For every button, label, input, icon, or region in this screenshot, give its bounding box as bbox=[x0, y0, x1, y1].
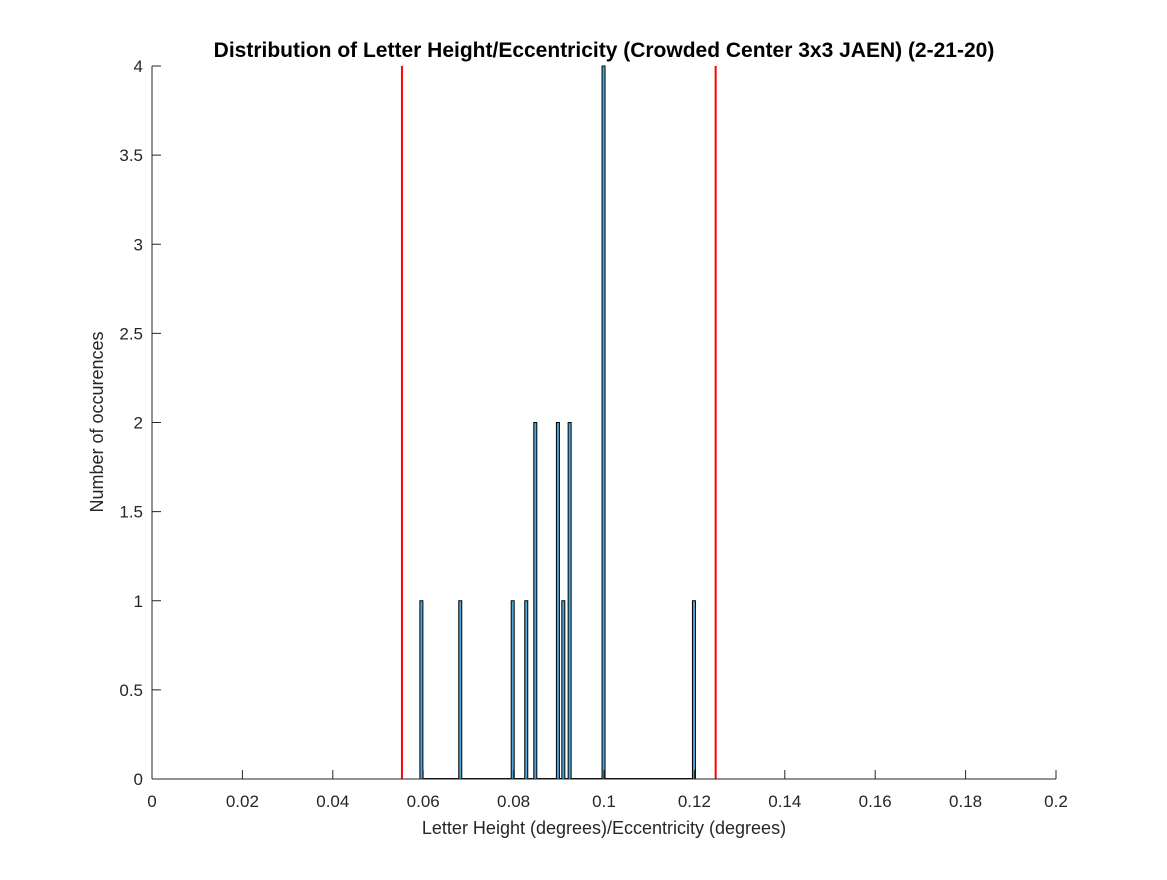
y-tick-label: 4 bbox=[134, 57, 143, 76]
bar bbox=[524, 600, 529, 780]
bar bbox=[691, 600, 696, 780]
bar bbox=[419, 600, 424, 780]
bar bbox=[533, 422, 538, 780]
y-axis-label: Number of occurences bbox=[87, 331, 107, 512]
reference-lines-group bbox=[400, 66, 717, 779]
x-tick-label: 0 bbox=[147, 792, 156, 811]
x-tick-label: 0.04 bbox=[316, 792, 349, 811]
x-tick-label: 0.12 bbox=[678, 792, 711, 811]
x-tick-label: 0.2 bbox=[1044, 792, 1068, 811]
x-tick-label: 0.18 bbox=[949, 792, 982, 811]
chart-title: Distribution of Letter Height/Eccentrici… bbox=[214, 39, 995, 62]
bar bbox=[601, 65, 606, 780]
x-tick-label: 0.02 bbox=[226, 792, 259, 811]
bar bbox=[567, 422, 572, 780]
y-axis-ticks: 0 0.5 1 1.5 2 2.5 3 3.5 4 bbox=[119, 57, 161, 789]
x-tick-label: 0.16 bbox=[859, 792, 892, 811]
x-tick-label: 0.14 bbox=[768, 792, 801, 811]
y-tick-label: 3.5 bbox=[119, 146, 143, 165]
x-tick-label: 0.08 bbox=[497, 792, 530, 811]
y-tick-label: 1.5 bbox=[119, 503, 143, 522]
bar bbox=[561, 600, 566, 780]
y-tick-label: 2 bbox=[134, 414, 143, 433]
x-tick-label: 0.1 bbox=[592, 792, 616, 811]
x-axis-label: Letter Height (degrees)/Eccentricity (de… bbox=[422, 818, 786, 838]
bar bbox=[555, 422, 560, 780]
bar bbox=[510, 600, 515, 780]
x-tick-label: 0.06 bbox=[407, 792, 440, 811]
y-tick-label: 1 bbox=[134, 592, 143, 611]
y-tick-label: 0.5 bbox=[119, 681, 143, 700]
y-tick-label: 2.5 bbox=[119, 324, 143, 343]
x-axis-ticks: 0 0.02 0.04 0.06 0.08 0.1 0.12 0.14 0.16 0.18 0.2 bbox=[147, 770, 1068, 811]
bar bbox=[458, 600, 463, 780]
y-tick-label: 0 bbox=[134, 770, 143, 789]
y-tick-label: 3 bbox=[134, 235, 143, 254]
